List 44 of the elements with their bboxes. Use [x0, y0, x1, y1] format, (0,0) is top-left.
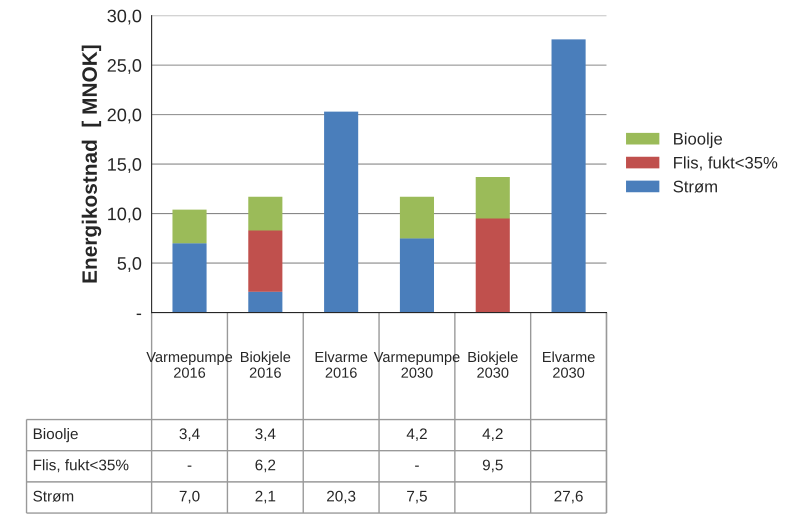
text: Bioolje [34, 428, 78, 442]
y-tick-label: 30,0 [107, 10, 142, 24]
bar [248, 196, 282, 230]
y-tick-label: 25,0 [108, 59, 142, 74]
y-tick-label: 15,0 [108, 158, 142, 173]
data-label: 2,1 [255, 490, 276, 504]
data-label: - [415, 466, 419, 467]
data-label: 20,3 [327, 490, 356, 504]
x-tick-label: Biokjele 2016 [240, 351, 290, 378]
data-label: 3,4 [179, 428, 200, 442]
legend-label: Strøm [673, 180, 717, 193]
bar [400, 238, 434, 313]
legend-label: Bioolje [674, 132, 722, 148]
bar [248, 292, 282, 313]
legend-label: Flis, fukt<35% [674, 156, 778, 171]
bar [476, 218, 510, 313]
x-tick-label: Varmepumpe 2030 [374, 352, 460, 378]
data-label: - [188, 466, 192, 467]
bar [552, 39, 586, 313]
bar [476, 176, 510, 219]
data-label: 4,2 [406, 428, 427, 442]
text: Strøm [33, 490, 74, 502]
y-tick-label: 10,0 [108, 208, 142, 222]
bar [172, 243, 207, 313]
data-label: 4,2 [482, 428, 503, 442]
y-axis-title: Energikostnad [ MNOK] [82, 45, 102, 283]
data-label: 27,6 [554, 490, 583, 504]
y-tick-label: 5,0 [118, 257, 142, 272]
data-label: 7,5 [407, 490, 427, 504]
bar [400, 196, 434, 238]
text: Flis, fukt<35% [34, 459, 128, 472]
x-tick-label: Varmepumpe 2016 [146, 352, 232, 378]
bar [248, 230, 282, 292]
y-tick-label: 20,0 [108, 108, 142, 124]
bar [172, 210, 207, 244]
x-tick-label: Elvarme 2016 [316, 351, 368, 378]
bar [324, 112, 358, 313]
data-label: 3,4 [255, 428, 276, 442]
x-tick-label: Elvarme 2030 [543, 351, 595, 378]
data-label: 7,0 [180, 490, 200, 504]
data-label: 9,5 [482, 460, 503, 472]
x-tick-label: Biokjele 2030 [468, 351, 518, 378]
data-label: 6,2 [255, 460, 276, 472]
y-tick-label: - [136, 314, 142, 316]
